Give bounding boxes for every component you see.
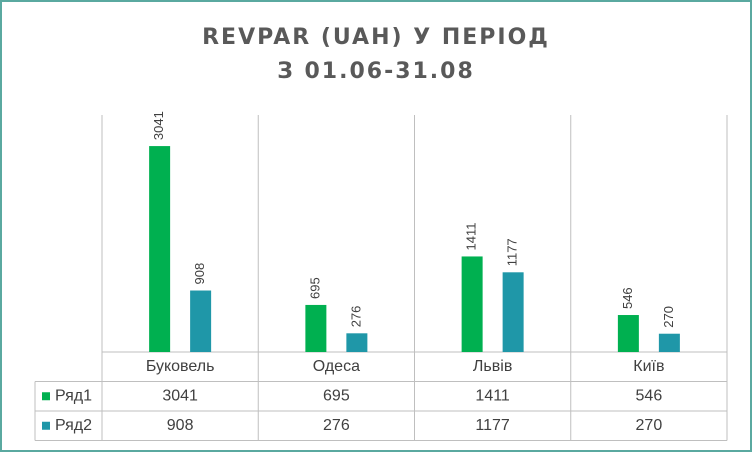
data-label: 908 [192, 263, 207, 285]
data-label: 695 [307, 277, 322, 299]
bar [190, 290, 212, 352]
table-cell: 1177 [475, 417, 510, 434]
table-cell: 3041 [162, 387, 198, 404]
table-cell: 546 [636, 387, 663, 404]
data-label: 1411 [464, 222, 479, 250]
data-label: 3041 [151, 111, 166, 140]
data-label: 276 [348, 306, 363, 328]
legend-label: Ряд2 [55, 417, 92, 434]
bar [305, 304, 327, 352]
bar [658, 333, 680, 352]
x-tick-label: Львів [473, 358, 512, 375]
bar [149, 146, 171, 352]
data-label: 270 [661, 306, 676, 328]
bar [502, 272, 524, 352]
x-tick-label: Одеса [313, 358, 360, 375]
data-label: 1177 [505, 238, 520, 266]
x-tick-label: Київ [633, 358, 664, 375]
table-cell: 1411 [475, 387, 510, 404]
x-tick-label: Буковель [146, 358, 215, 375]
bar [346, 333, 368, 352]
table-cell: 908 [167, 417, 194, 434]
data-label: 546 [620, 287, 635, 309]
table-cell: 695 [323, 387, 350, 404]
table-cell: 276 [323, 417, 350, 434]
bar [617, 315, 639, 352]
bar [461, 256, 483, 352]
chart-title: REVPAR (UAH) У ПЕРІОД [202, 25, 550, 50]
legend-swatch [42, 421, 50, 430]
legend-swatch [42, 392, 50, 401]
legend-label: Ряд1 [55, 387, 92, 404]
table-cell: 270 [636, 417, 663, 434]
chart-subtitle: З 01.06-31.08 [277, 59, 475, 84]
